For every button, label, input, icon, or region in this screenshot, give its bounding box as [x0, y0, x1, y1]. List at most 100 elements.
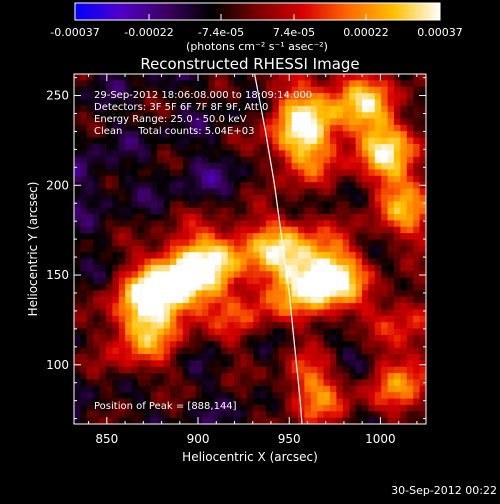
heatmap-cell [208, 277, 216, 285]
heatmap-cell [317, 271, 324, 279]
heatmap-cell [355, 347, 363, 355]
heatmap-cell [182, 80, 190, 88]
heatmap-cell [381, 290, 388, 298]
heatmap-cell [336, 245, 344, 253]
heatmap-cell [349, 226, 356, 234]
heatmap-cell [413, 124, 420, 132]
heatmap-cell [106, 137, 113, 145]
heatmap-cell [381, 118, 388, 126]
heatmap-cell [150, 105, 158, 113]
heatmap-cell [131, 315, 139, 323]
heatmap-cell [266, 245, 273, 253]
heatmap-cell [227, 137, 235, 145]
heatmap-cell [246, 245, 254, 253]
heatmap-cell [170, 131, 177, 139]
heatmap-cell [144, 290, 152, 298]
heatmap-cell [74, 124, 81, 132]
heatmap-cell [157, 277, 164, 285]
heatmap-cell [368, 404, 376, 412]
heatmap-cell [368, 303, 376, 310]
heatmap-cell [323, 373, 331, 380]
heatmap-cell [131, 86, 139, 94]
heatmap-cell [381, 398, 388, 406]
heatmap-cell [208, 150, 216, 158]
heatmap-cell [291, 284, 299, 291]
heatmap-cell [253, 131, 260, 139]
heatmap-cell [170, 373, 177, 380]
heatmap-cell [387, 385, 395, 393]
heatmap-cell [163, 354, 171, 361]
heatmap-cell [419, 220, 426, 228]
heatmap-cell [246, 118, 254, 126]
y-tick-label: 250 [46, 89, 69, 103]
heatmap-cell [374, 347, 382, 355]
heatmap-cell [413, 99, 420, 107]
heatmap-cell [221, 303, 228, 310]
heatmap-cell [400, 309, 408, 317]
heatmap-cell [381, 411, 388, 419]
heatmap-cell [99, 347, 107, 355]
heatmap-cell [285, 220, 292, 228]
heatmap-cell [202, 252, 209, 259]
heatmap-cell [214, 404, 222, 412]
heatmap-cell [381, 131, 388, 139]
heatmap-cell [214, 379, 222, 387]
heatmap-cell [368, 385, 376, 393]
heatmap-cell [259, 290, 267, 298]
heatmap-cell [362, 175, 369, 183]
heatmap-cell [259, 163, 267, 170]
heatmap-cell [323, 182, 331, 189]
heatmap-cell [272, 150, 280, 158]
heatmap-cell [368, 239, 376, 247]
heatmap-cell [80, 99, 88, 107]
heatmap-cell [278, 309, 286, 317]
heatmap-cell [310, 417, 318, 424]
heatmap-cell [195, 220, 203, 228]
heatmap-cell [195, 239, 203, 247]
heatmap-cell [99, 398, 107, 406]
heatmap-cell [144, 328, 152, 336]
heatmap-cell [227, 169, 235, 177]
heatmap-cell [336, 392, 344, 399]
heatmap-cell [74, 80, 81, 88]
heatmap-cell [150, 220, 158, 228]
heatmap-cell [266, 411, 273, 419]
heatmap-cell [355, 277, 363, 285]
heatmap-cell [394, 341, 401, 349]
heatmap-cell [394, 74, 401, 81]
heatmap-cell [227, 175, 235, 183]
heatmap-cell [80, 328, 88, 336]
heatmap-cell [419, 373, 426, 380]
heatmap-cell [182, 188, 190, 196]
heatmap-cell [259, 354, 267, 361]
heatmap-cell [150, 93, 158, 100]
heatmap-cell [381, 194, 388, 202]
heatmap-cell [266, 214, 273, 221]
heatmap-cell [368, 124, 376, 132]
heatmap-cell [317, 411, 324, 419]
heatmap-cell [202, 74, 209, 81]
heatmap-cell [362, 385, 369, 393]
heatmap-cell [125, 309, 132, 317]
heatmap-cell [195, 99, 203, 107]
heatmap-cell [285, 322, 292, 329]
heatmap-cell [112, 175, 120, 183]
heatmap-cell [317, 296, 324, 304]
heatmap-cell [362, 118, 369, 126]
heatmap-cell [189, 290, 196, 298]
heatmap-cell [368, 131, 376, 139]
heatmap-cell [93, 360, 100, 368]
heatmap-cell [374, 226, 382, 234]
heatmap-cell [112, 239, 120, 247]
heatmap-cell [413, 385, 420, 393]
heatmap-cell [131, 105, 139, 113]
heatmap-cell [189, 303, 196, 310]
heatmap-cell [74, 137, 81, 145]
heatmap-cell [304, 137, 312, 145]
heatmap-cell [93, 131, 100, 139]
heatmap-cell [304, 341, 312, 349]
heatmap-cell [304, 131, 312, 139]
heatmap-cell [86, 214, 94, 221]
heatmap-cell [362, 277, 369, 285]
heatmap-cell [208, 366, 216, 374]
